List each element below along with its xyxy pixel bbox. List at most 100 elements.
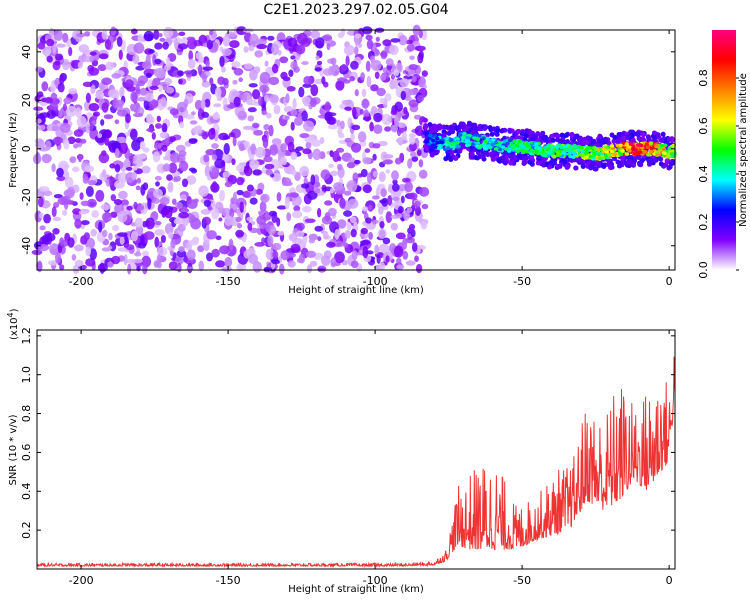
spectrogram-cell — [470, 122, 476, 128]
spectrogram-cell — [617, 163, 622, 169]
spectrogram-cell — [508, 160, 514, 166]
spectrogram-cell — [303, 76, 312, 85]
spectrogram-cell — [263, 124, 270, 131]
spectrogram-cell — [523, 133, 529, 139]
spectrogram-cell — [45, 96, 52, 104]
spectrogram-cell — [378, 171, 386, 182]
spectrogram-cell — [139, 87, 147, 96]
spectrogram-cell — [627, 145, 632, 149]
spectrogram-cell — [154, 229, 165, 236]
spectrogram-cell — [523, 156, 529, 161]
spectrogram-cell — [253, 129, 263, 136]
colorbar-gradient — [712, 30, 736, 270]
spectrogram-cell — [393, 245, 404, 258]
spectrogram-cell — [420, 220, 428, 230]
spectrogram-cell — [385, 58, 394, 66]
x-tick-label: -150 — [216, 275, 241, 288]
spectrogram-cell — [658, 137, 664, 143]
x-tick-label: -200 — [69, 275, 94, 288]
spectrogram-cell — [258, 210, 265, 216]
spectrogram-cell — [62, 58, 70, 71]
spectrogram-cell — [427, 122, 433, 128]
spectrogram-cell — [372, 153, 377, 161]
spectrogram-cell — [173, 175, 181, 182]
spectrogram-cell — [321, 76, 326, 85]
spectrogram-cell — [55, 252, 61, 264]
spectrogram-cell — [500, 145, 506, 149]
spectrogram-cell — [101, 229, 108, 238]
spectrogram-cell — [39, 112, 51, 118]
spectrogram-cell — [100, 119, 105, 126]
spectrogram-cell — [179, 121, 185, 129]
spectrogram-cell — [417, 149, 422, 157]
spectrogram-cell — [469, 151, 475, 157]
spectrogram-cell — [221, 48, 232, 56]
spectrogram-cell — [53, 29, 63, 41]
spectrogram-cell — [577, 140, 583, 146]
spectrogram-cell — [385, 169, 391, 174]
spectrogram-cell — [328, 163, 335, 168]
spectrogram-cell — [206, 252, 213, 262]
spectrogram-cell — [289, 192, 299, 198]
spectrogram-cell — [262, 86, 267, 98]
spectrogram-cell — [428, 133, 433, 138]
spectrogram-cell — [236, 263, 244, 272]
spectrogram-cell — [640, 131, 646, 137]
spectrogram-cell — [224, 257, 233, 268]
spectrogram-cell — [408, 133, 417, 138]
y-tick-label: 0 — [20, 145, 33, 152]
spectrogram-cell — [265, 223, 271, 232]
spectrogram-cell — [47, 260, 59, 266]
spectrogram-cell — [242, 125, 254, 130]
spectrogram-cell — [84, 165, 95, 173]
spectrogram-cell — [42, 46, 52, 56]
spectrogram-cell — [130, 128, 138, 141]
spectrogram-cell — [460, 136, 466, 140]
spectrogram-cell — [137, 80, 145, 87]
spectrogram-cell — [249, 159, 260, 170]
spectrogram-cell — [187, 239, 199, 246]
spectrogram-cell — [135, 225, 144, 236]
spectrogram-cell — [160, 209, 169, 216]
spectrogram-cell — [144, 92, 154, 102]
spectrogram-cell — [193, 198, 199, 204]
spectrogram-cell — [340, 28, 346, 37]
spectrogram-cell — [132, 165, 138, 171]
spectrogram-cell — [145, 72, 152, 79]
spectrogram-cell — [155, 181, 160, 187]
spectrogram-cell — [559, 145, 564, 150]
spectrogram-cell — [296, 257, 305, 264]
spectrogram-cell — [585, 135, 591, 141]
y-tick-label: 1.2 — [20, 327, 33, 345]
spectrogram-cell — [616, 132, 622, 137]
spectrogram-cell — [306, 264, 313, 273]
spectrogram-cell — [101, 29, 108, 40]
spectrogram-cell — [105, 61, 115, 71]
spectrogram-cell — [78, 210, 88, 215]
spectrogram-cell — [534, 149, 540, 154]
x-tick-label: -100 — [363, 574, 388, 587]
spectrogram-cell — [211, 166, 219, 177]
spectrogram-cell — [457, 133, 463, 137]
spectrogram-cell — [284, 115, 290, 121]
spectrogram-cell — [219, 245, 230, 255]
spectrogram-cell — [146, 115, 155, 125]
spectrogram-cell — [132, 54, 140, 65]
spectrogram-cell — [569, 158, 575, 163]
spectrogram-cell — [346, 161, 356, 169]
spectrogram-cell — [223, 143, 230, 155]
spectrogram-cell — [176, 51, 183, 56]
spectrogram-cell — [462, 131, 467, 136]
spectrogram-cell — [71, 254, 77, 261]
spectrogram-cell — [272, 63, 279, 74]
spectrogram-cell — [417, 94, 424, 102]
spectrogram-cell — [301, 110, 308, 122]
spectrogram-cell — [519, 131, 525, 137]
spectrogram-cell — [336, 147, 345, 153]
spectrogram-cell — [540, 130, 546, 136]
spectrogram-cell — [287, 141, 295, 153]
spectrogram-cell — [496, 157, 502, 163]
spectrogram-cell — [159, 37, 166, 42]
spectrogram-cell — [317, 207, 322, 218]
